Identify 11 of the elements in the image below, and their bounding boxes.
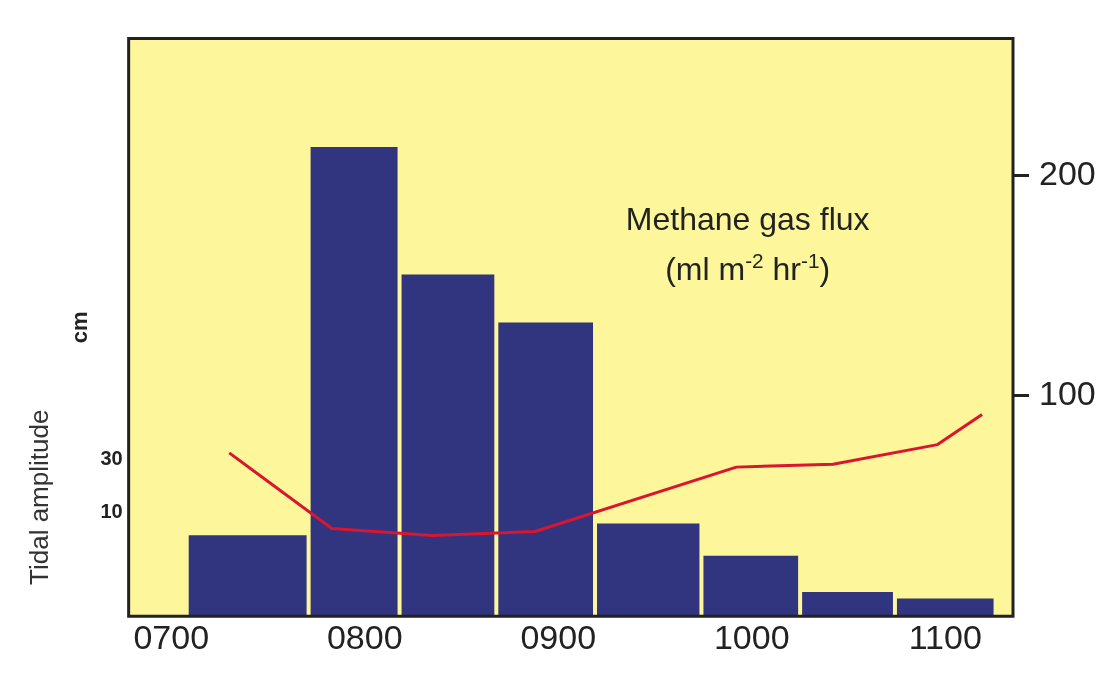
y2-tick-label: 10 [100,500,123,523]
y-tick-label: 100 [1039,374,1096,413]
x-tick-label: 0800 [326,617,403,656]
x-tick-label: 1100 [908,617,982,656]
y-tick-label: 200 [1039,153,1096,192]
x-tick-label: 0700 [133,617,210,656]
x-tick-label: 0900 [520,617,597,656]
y2-tick-label: 30 [100,446,123,469]
y2-axis-title: cm [67,311,93,344]
text: Tidal amplitude [24,409,54,585]
x-tick-label: 1000 [713,617,790,656]
